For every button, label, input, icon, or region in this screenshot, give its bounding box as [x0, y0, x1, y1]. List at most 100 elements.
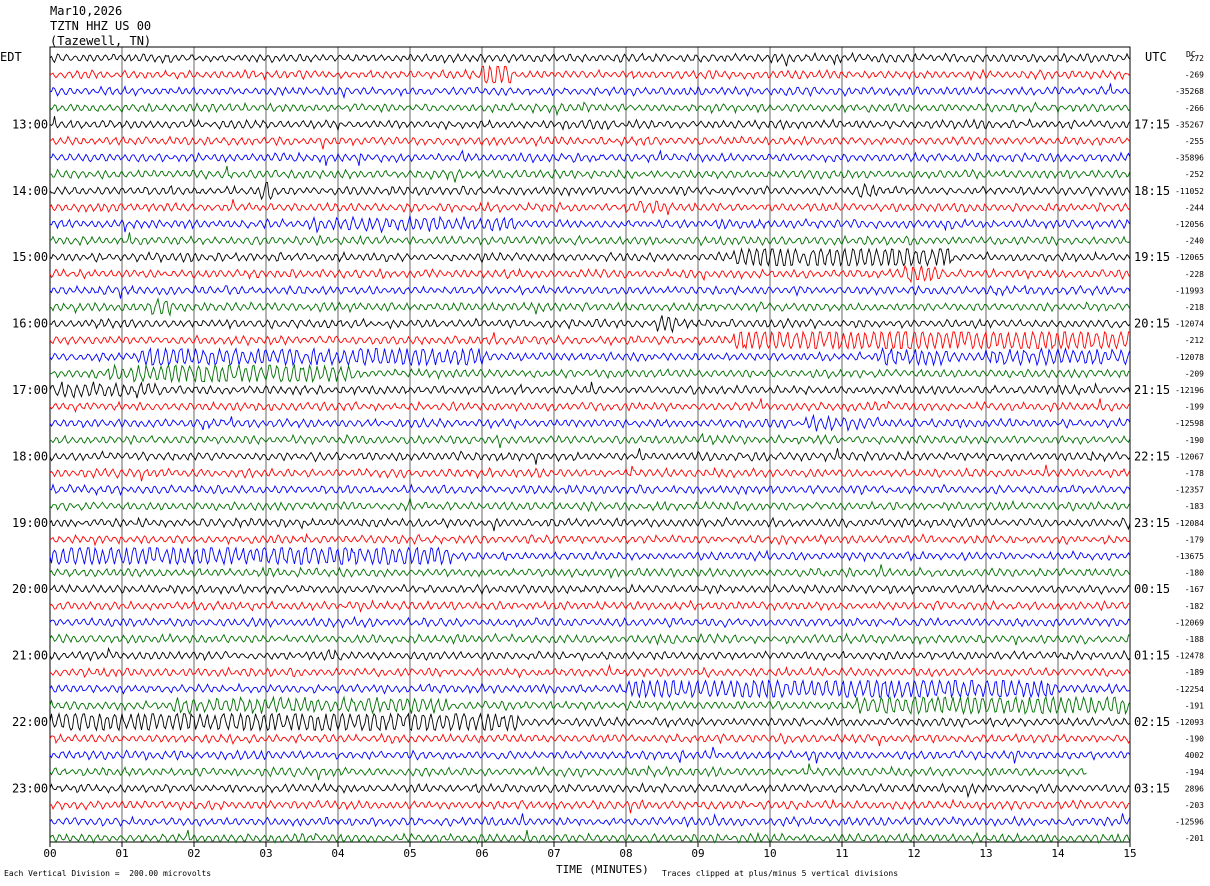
- right-hour-label: 02:15: [1134, 715, 1170, 729]
- dc-offset-label: -203: [1185, 801, 1204, 810]
- seismic-trace: [49, 564, 1131, 580]
- dc-offset-header: DC: [1186, 50, 1196, 59]
- seismic-trace: [49, 615, 1131, 629]
- seismic-trace: [49, 599, 1131, 613]
- left-hour-label: 13:00: [12, 117, 48, 131]
- x-tick-label: 11: [835, 847, 848, 860]
- dc-offset-label: -255: [1185, 137, 1204, 146]
- seismic-trace: [49, 532, 1131, 547]
- right-hour-label: 00:15: [1134, 582, 1170, 596]
- seismic-trace: [49, 116, 1131, 132]
- left-hour-label: 17:00: [12, 383, 48, 397]
- x-tick-label: 12: [907, 847, 920, 860]
- x-tick-label: 07: [547, 847, 560, 860]
- right-hour-label: 03:15: [1134, 781, 1170, 795]
- x-tick-label: 04: [331, 847, 345, 860]
- seismic-trace: [49, 330, 1130, 351]
- left-hour-label: 21:00: [12, 649, 48, 663]
- dc-offset-label: -190: [1185, 735, 1204, 744]
- dc-offset-label: -12596: [1175, 818, 1204, 827]
- left-timezone-label: EDT: [0, 50, 22, 64]
- seismic-trace: [49, 663, 1131, 679]
- x-tick-label: 10: [763, 847, 776, 860]
- seismic-trace: [49, 546, 1131, 566]
- seismic-trace: [49, 101, 1131, 117]
- seismic-trace: [49, 346, 1131, 367]
- left-hour-label: 20:00: [12, 582, 48, 596]
- dc-offset-label: -35896: [1175, 154, 1204, 163]
- seismic-trace: [49, 798, 1131, 814]
- right-hour-label: 23:15: [1134, 516, 1170, 530]
- dc-offset-label: -178: [1185, 469, 1204, 478]
- seismic-trace: [49, 678, 1131, 699]
- dc-offset-label: -35268: [1175, 87, 1204, 96]
- dc-offset-label: -12067: [1175, 452, 1204, 461]
- seismic-trace: [50, 165, 1131, 183]
- dc-offset-label: -218: [1185, 303, 1204, 312]
- dc-offset-label: 272: [1190, 54, 1205, 63]
- dc-offset-label: -188: [1185, 635, 1204, 644]
- dc-offset-label: -12084: [1175, 519, 1204, 528]
- seismic-trace: [49, 64, 1131, 84]
- dc-offset-label: -12069: [1175, 618, 1204, 627]
- seismic-trace: [49, 695, 1131, 716]
- left-hour-label: 15:00: [12, 250, 48, 264]
- left-hour-label: 18:00: [12, 449, 48, 463]
- dc-offset-label: 2896: [1185, 784, 1204, 793]
- dc-offset-label: -201: [1185, 834, 1204, 843]
- dc-offset-label: -11993: [1175, 286, 1204, 295]
- dc-offset-label: -12078: [1175, 353, 1204, 362]
- dc-offset-label: -194: [1185, 768, 1204, 777]
- dc-offset-label: -12074: [1175, 320, 1204, 329]
- division-note: Each Vertical Division = 200.00 microvol…: [4, 869, 212, 878]
- dc-offset-label: -240: [1185, 237, 1204, 246]
- seismic-trace: [49, 264, 1131, 284]
- dc-offset-label: -190: [1185, 436, 1204, 445]
- right-hour-label: 21:15: [1134, 383, 1170, 397]
- x-tick-label: 00: [43, 847, 56, 860]
- x-tick-label: 06: [475, 847, 488, 860]
- seismic-trace: [49, 712, 1131, 732]
- seismic-trace: [49, 215, 1131, 234]
- right-hour-label: 01:15: [1134, 649, 1170, 663]
- dc-offset-label: -12254: [1175, 685, 1204, 694]
- dc-offset-label: -191: [1185, 701, 1204, 710]
- right-hour-label: 18:15: [1134, 184, 1170, 198]
- dc-offset-label: -12598: [1175, 419, 1204, 428]
- dc-offset-label: -12196: [1175, 386, 1204, 395]
- seismic-trace: [49, 284, 1131, 299]
- seismic-trace: [49, 432, 1131, 449]
- dc-offset-label: -12478: [1175, 652, 1204, 661]
- seismic-trace: [49, 497, 1131, 513]
- x-axis-title: TIME (MINUTES): [556, 863, 649, 876]
- seismic-trace: [49, 363, 1131, 384]
- left-hour-label: 19:00: [12, 516, 48, 530]
- dc-offset-label: -183: [1185, 502, 1204, 511]
- seismic-trace: [49, 232, 1131, 247]
- seismic-trace: [49, 182, 1131, 201]
- dc-offset-label: -209: [1185, 369, 1204, 378]
- seismic-trace: [49, 398, 1131, 413]
- dc-offset-label: -12065: [1175, 253, 1204, 262]
- seismic-trace: [49, 413, 1131, 433]
- x-tick-label: 03: [259, 847, 272, 860]
- dc-offset-label: -35267: [1175, 120, 1204, 129]
- seismic-trace: [49, 782, 1131, 799]
- seismic-trace: [49, 199, 1131, 216]
- dc-offset-label: -12093: [1175, 718, 1204, 727]
- seismic-trace: [49, 829, 1131, 845]
- seismic-trace: [49, 813, 1131, 828]
- dc-offset-label: 4002: [1185, 751, 1204, 760]
- left-hour-label: 22:00: [12, 715, 48, 729]
- x-tick-label: 05: [403, 847, 416, 860]
- seismic-trace: [49, 483, 1131, 497]
- x-tick-label: 08: [619, 847, 632, 860]
- seismic-trace: [49, 448, 1131, 465]
- dc-offset-label: -244: [1185, 203, 1204, 212]
- seismic-trace: [49, 315, 1131, 334]
- seismic-trace: [49, 746, 1131, 764]
- x-tick-label: 01: [115, 847, 128, 860]
- seismic-trace: [49, 464, 1131, 482]
- dc-offset-label: -228: [1185, 270, 1204, 279]
